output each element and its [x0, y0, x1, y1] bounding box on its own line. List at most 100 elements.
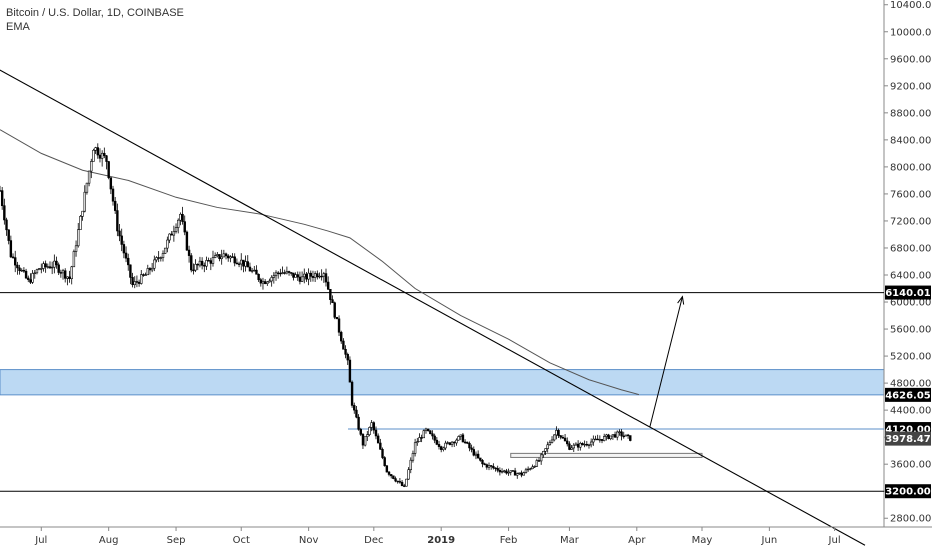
- candle-body: [276, 272, 280, 274]
- candle-body: [511, 470, 515, 472]
- candle-body: [442, 447, 445, 450]
- candle-body: [227, 255, 230, 259]
- candle-body: [61, 270, 65, 274]
- candle-body: [122, 244, 126, 254]
- candle-body: [439, 446, 443, 450]
- candle-body: [111, 188, 115, 202]
- candle-body: [64, 270, 67, 279]
- candle-body: [379, 442, 382, 450]
- candle-body: [444, 442, 447, 449]
- candle-body: [498, 470, 502, 473]
- candle-body: [27, 277, 30, 280]
- candle-body: [253, 269, 256, 272]
- drawings: [0, 69, 866, 546]
- candle-body: [118, 230, 121, 237]
- candle-body: [520, 472, 523, 476]
- candle-body: [90, 161, 93, 172]
- candle-body: [431, 433, 434, 437]
- candle-body: [153, 259, 156, 269]
- candle-body: [296, 274, 299, 278]
- candle-body: [133, 281, 136, 286]
- candle-body: [622, 435, 625, 438]
- support-box-rect: [510, 452, 703, 458]
- time-tick-label: Sep: [167, 535, 186, 546]
- price-tag-box: [885, 431, 931, 446]
- candle-body: [142, 274, 145, 276]
- candle-body: [466, 441, 469, 444]
- candle-body: [35, 269, 39, 274]
- candle-body: [368, 427, 371, 435]
- candle-body: [218, 254, 221, 260]
- candle-body: [385, 465, 389, 473]
- indicator-label: EMA: [6, 21, 30, 33]
- candle-body: [496, 468, 499, 471]
- candle-body: [66, 276, 69, 279]
- time-tick-label: Nov: [299, 535, 319, 546]
- candle-body: [561, 436, 565, 439]
- candle-body: [318, 275, 321, 278]
- candle-body: [14, 257, 17, 266]
- price-tick-label: 6800.00: [890, 243, 931, 254]
- candle-body: [505, 470, 508, 474]
- price-tick-label: 7200.00: [890, 216, 931, 227]
- candle-body: [390, 474, 393, 477]
- candle-body: [324, 273, 328, 283]
- candle-body: [3, 205, 6, 221]
- price-tick-label: 8400.00: [890, 135, 931, 146]
- candle-body: [587, 444, 591, 446]
- candle-body: [483, 463, 486, 465]
- candle-body: [300, 276, 304, 282]
- candle-body: [187, 249, 191, 256]
- candle-body: [568, 443, 571, 450]
- candle-body: [492, 466, 495, 469]
- candle-body: [281, 272, 284, 274]
- candle-body: [553, 434, 556, 441]
- candle-body: [394, 478, 397, 482]
- time-tick-label: Dec: [364, 535, 383, 546]
- candle-body: [107, 161, 110, 178]
- candle-body: [55, 260, 58, 266]
- candle-body: [109, 177, 113, 190]
- projection-arrow-head: [677, 295, 685, 305]
- candle-body: [566, 440, 569, 445]
- price-tick-label: 8800.00: [890, 108, 931, 119]
- price-tag: 3200.00: [885, 484, 931, 499]
- candle-body: [333, 302, 336, 318]
- candle-body: [433, 435, 436, 441]
- price-axis: 10400.00 10000.00 9600.00 9200.00 8800.00 840…: [883, 0, 932, 527]
- candle-body: [374, 429, 378, 437]
- candle-body: [166, 239, 169, 249]
- candle-body: [613, 434, 617, 438]
- candle-body: [29, 279, 32, 283]
- candle-body: [607, 434, 610, 439]
- candle-body: [9, 240, 13, 258]
- candle-body: [18, 267, 21, 272]
- price-tag-box: [885, 285, 931, 300]
- candle-body: [213, 255, 217, 258]
- candle-body: [113, 200, 117, 211]
- candle-body: [398, 481, 402, 483]
- candle-body: [261, 281, 265, 284]
- candle-body: [87, 170, 91, 184]
- candle-body: [74, 245, 78, 252]
- candle-body: [157, 257, 160, 259]
- candle-body: [220, 256, 223, 260]
- candle-body: [216, 254, 219, 256]
- candle-body: [22, 269, 26, 272]
- candle-body: [285, 271, 289, 274]
- candle-body: [563, 437, 567, 442]
- time-tick-label: Feb: [500, 535, 518, 546]
- candle-body: [81, 210, 84, 217]
- candle-body: [618, 431, 621, 433]
- candle-body: [77, 229, 80, 247]
- candle-body: [357, 416, 360, 430]
- price-tick-label: 10000.00: [890, 27, 932, 38]
- price-tag: 3978.47: [885, 431, 931, 446]
- candle-body: [70, 266, 73, 280]
- candle-body: [287, 271, 291, 273]
- candle-body: [37, 268, 41, 271]
- candle-body: [274, 272, 278, 277]
- candle-body: [342, 340, 345, 350]
- candle-body: [353, 405, 356, 411]
